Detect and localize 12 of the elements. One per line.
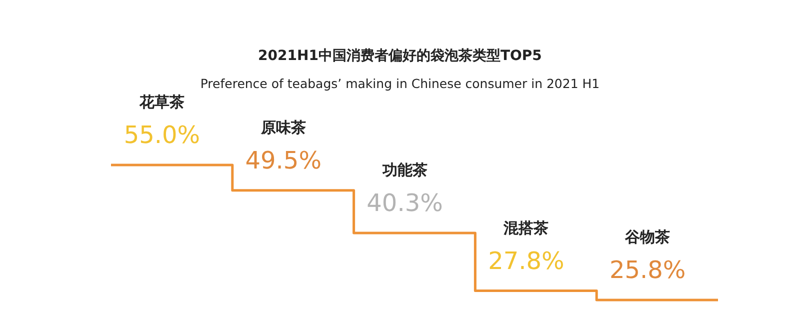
category-label: 混搭茶	[502, 218, 549, 237]
category-label: 谷物茶	[624, 228, 670, 246]
data-label: 27.8%	[488, 246, 564, 275]
category-label: 原味茶	[260, 118, 306, 136]
category-label: 花草茶	[138, 93, 184, 111]
data-label: 40.3%	[366, 188, 443, 217]
data-label: 55.0%	[124, 121, 200, 149]
data-label: 49.5%	[245, 146, 322, 174]
text: Preference of teabags’ making in Chinese consumer in 2021 H1	[200, 76, 600, 91]
category-label: 功能茶	[381, 160, 428, 179]
text: 2021H1中国消费者偏好的袋泡茶类型TOP5	[258, 48, 542, 64]
data-label: 25.8%	[609, 256, 686, 284]
